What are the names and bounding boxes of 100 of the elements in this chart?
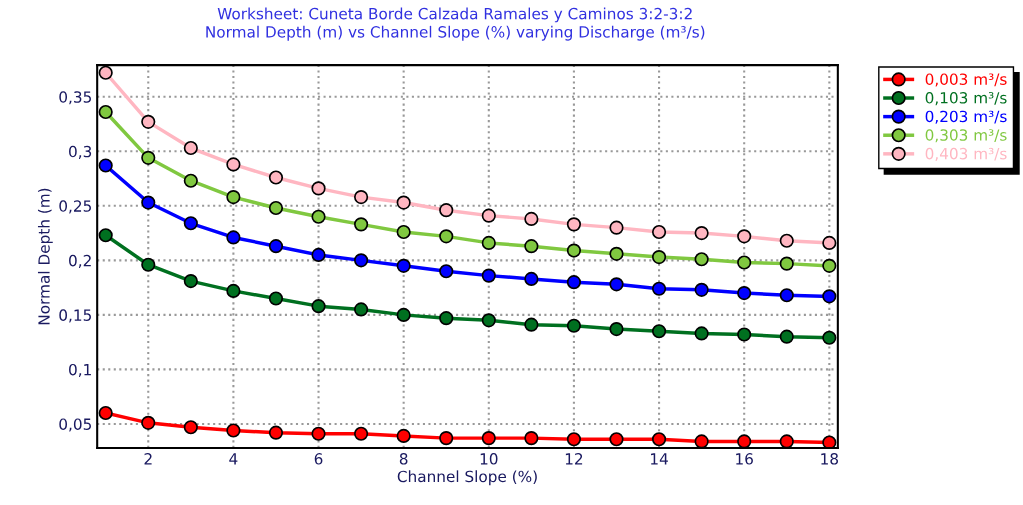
point — [524, 317, 539, 332]
point — [141, 195, 156, 210]
x-tick-label: 6 — [314, 453, 323, 465]
point — [524, 271, 539, 286]
point — [183, 273, 198, 289]
point — [141, 114, 156, 129]
point — [737, 285, 752, 301]
point — [268, 200, 284, 216]
point — [694, 282, 709, 297]
legend-label: 0,303 m³/s — [925, 129, 1007, 143]
point — [183, 420, 198, 435]
point — [524, 431, 539, 446]
point — [396, 307, 411, 322]
x-tick-label: 18 — [821, 453, 838, 465]
point — [566, 217, 582, 232]
point — [396, 195, 411, 210]
point — [481, 313, 496, 328]
point — [566, 275, 582, 290]
chart-title: Worksheet: Cuneta Borde Calzada Ramales y Caminos 3:2-3:2 Normal Depth (m) vs Channel Slope (%) varying Discharge (m³/s) — [206, 7, 705, 41]
point — [439, 311, 454, 326]
point — [822, 330, 837, 345]
point — [609, 246, 624, 261]
point — [354, 253, 369, 268]
legend-label: 0,003 m³/s — [925, 73, 1007, 87]
point — [183, 173, 198, 188]
point — [226, 230, 241, 245]
point — [481, 268, 496, 283]
y-tick-label: 0,25 — [59, 200, 91, 214]
point — [737, 434, 752, 448]
point — [651, 249, 667, 265]
x-tick-label: 2 — [144, 453, 152, 465]
point — [566, 318, 582, 333]
point — [779, 233, 794, 248]
point — [354, 302, 369, 317]
point — [311, 426, 326, 441]
point — [609, 321, 624, 337]
point — [98, 65, 113, 80]
point — [354, 426, 369, 441]
x-tick-label: 10 — [480, 453, 498, 465]
point — [311, 209, 326, 224]
point — [524, 211, 539, 227]
x-tick-label: 16 — [736, 453, 753, 465]
y-tick-label: 0,2 — [69, 254, 91, 268]
point — [439, 264, 454, 279]
point — [141, 257, 156, 272]
point — [609, 220, 624, 235]
point — [98, 405, 113, 421]
point — [524, 239, 539, 254]
point — [822, 235, 837, 250]
point — [609, 277, 624, 292]
point — [737, 229, 752, 244]
x-tick-label: 4 — [229, 453, 238, 465]
point — [98, 158, 113, 173]
point — [226, 157, 241, 172]
y-tick-label: 0,1 — [69, 363, 91, 377]
point — [822, 258, 837, 273]
point — [396, 258, 411, 273]
point — [779, 256, 794, 271]
point — [694, 226, 709, 241]
point — [651, 432, 667, 447]
point — [822, 435, 837, 448]
legend-label: 0,403 m³/s — [925, 147, 1007, 161]
point — [566, 243, 582, 258]
point — [98, 104, 113, 120]
point — [566, 432, 582, 447]
point — [141, 150, 156, 165]
point — [694, 252, 709, 267]
point — [396, 224, 411, 240]
point — [439, 431, 454, 446]
point — [141, 415, 156, 430]
point — [311, 181, 326, 196]
point — [481, 235, 496, 250]
point — [651, 324, 667, 339]
point — [226, 283, 241, 298]
point — [481, 431, 496, 446]
point — [311, 247, 326, 262]
point — [651, 224, 667, 240]
x-axis-title: Channel Slope (%) — [397, 470, 537, 486]
legend-label: 0,203 m³/s — [925, 110, 1007, 124]
point — [779, 329, 794, 344]
x-tick-label: 12 — [565, 453, 583, 465]
point — [354, 217, 369, 232]
point — [779, 434, 794, 448]
point — [396, 428, 411, 444]
point — [481, 208, 496, 223]
point — [822, 289, 837, 304]
legend-label: 0,103 m³/s — [925, 92, 1007, 106]
point — [779, 288, 794, 303]
y-tick-label: 0,15 — [59, 309, 91, 323]
point — [439, 229, 454, 244]
point — [311, 299, 326, 314]
point — [183, 140, 198, 156]
point — [609, 432, 624, 447]
y-tick-label: 0,05 — [59, 418, 91, 432]
point — [226, 190, 241, 205]
point — [737, 255, 752, 270]
point — [439, 203, 454, 218]
point — [226, 423, 241, 438]
point — [694, 326, 709, 341]
point — [268, 425, 284, 440]
